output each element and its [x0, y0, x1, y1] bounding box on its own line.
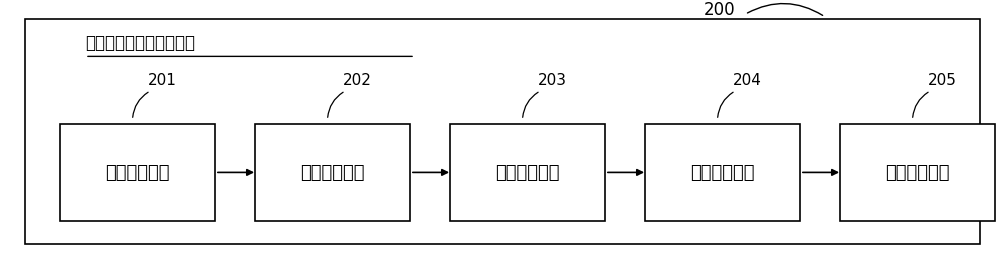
Text: 204: 204 [733, 73, 762, 87]
Text: 202: 202 [343, 73, 372, 87]
Bar [255, 124, 410, 221]
Bar [645, 124, 800, 221]
Text: 执行诊断单元: 执行诊断单元 [690, 164, 755, 182]
Text: 203: 203 [538, 73, 567, 87]
Bar [25, 20, 980, 244]
Bar [60, 124, 215, 221]
Text: 传输诊断单元: 传输诊断单元 [495, 164, 560, 182]
Text: 201: 201 [148, 73, 177, 87]
Text: 200: 200 [704, 1, 736, 19]
Bar [450, 124, 605, 221]
Text: 执行节点单元: 执行节点单元 [300, 164, 365, 182]
Text: 传输节点单元: 传输节点单元 [105, 164, 170, 182]
Text: 205: 205 [928, 73, 957, 87]
Bar [840, 124, 995, 221]
Text: 航天器故障快速定位装置: 航天器故障快速定位装置 [85, 34, 195, 52]
Text: 诊断展示单元: 诊断展示单元 [885, 164, 950, 182]
